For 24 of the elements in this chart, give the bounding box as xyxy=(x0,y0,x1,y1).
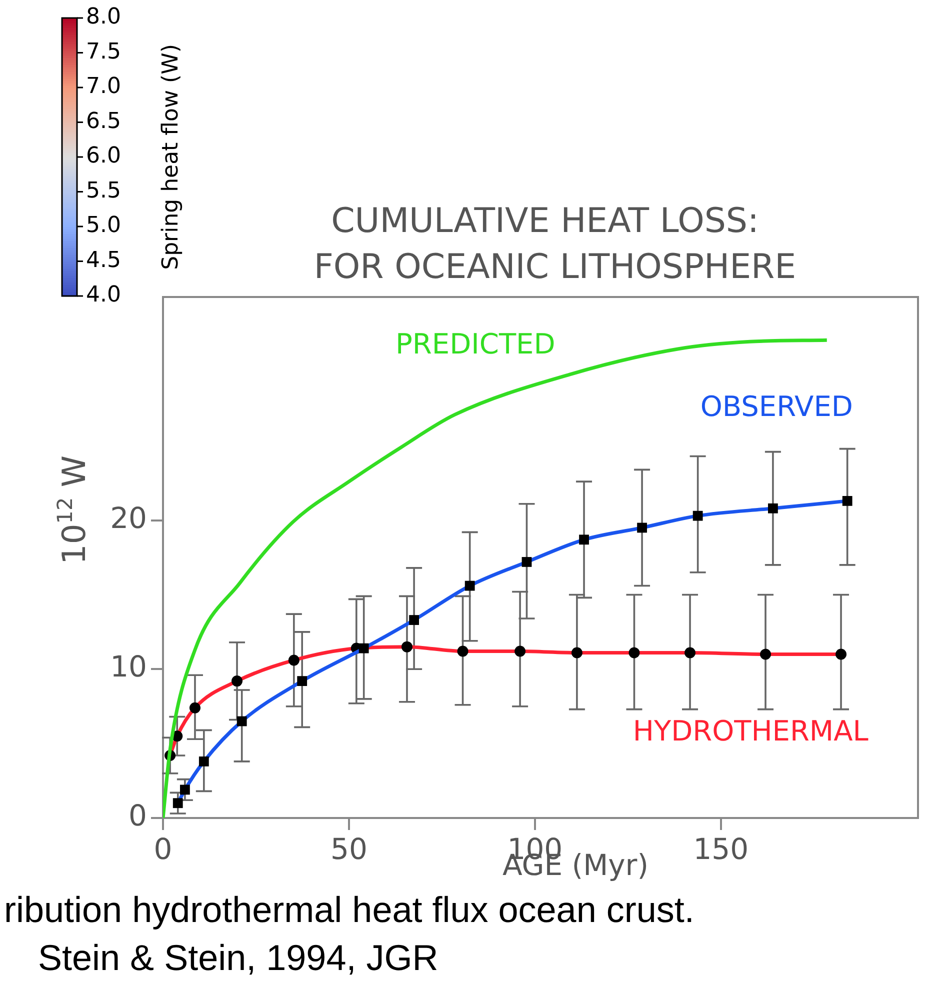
color-bar-label: 6.5 xyxy=(86,108,121,134)
y-tick-label: 20 xyxy=(110,500,147,535)
color-bar-label: 5.5 xyxy=(86,178,121,204)
color-bar-label: 4.0 xyxy=(86,282,121,308)
x-tick-label: 150 xyxy=(693,832,749,866)
text: HYDROTHERMAL xyxy=(632,714,869,748)
color-bar-label: 8.0 xyxy=(86,4,121,30)
text: ribution hydrothermal heat flux ocean crust. xyxy=(4,889,694,930)
x-tick-label: 0 xyxy=(154,832,172,866)
color-bar-label: 4.5 xyxy=(86,248,121,273)
color-bar-label: 6.0 xyxy=(86,144,121,169)
color-bar-label: 7.5 xyxy=(86,39,121,64)
color-bar-title: Spring heat flow (W) xyxy=(158,44,184,270)
text: Stein & Stein, 1994, JGR xyxy=(38,937,438,978)
color-bar-label: 7.0 xyxy=(86,74,121,100)
x-tick-label: 50 xyxy=(330,832,368,866)
chart-subtitle: FOR OCEANIC LITHOSPHERE xyxy=(314,247,796,287)
y-tick-label: 0 xyxy=(128,798,147,833)
series-label: PREDICTED xyxy=(396,328,556,361)
y-tick-label: 10 xyxy=(110,650,147,684)
chart-title: CUMULATIVE HEAT LOSS: xyxy=(331,201,759,241)
color-bar-label: 5.0 xyxy=(86,213,121,238)
y-axis-title: 1012 W xyxy=(53,456,93,564)
text: OBSERVED xyxy=(700,390,853,424)
